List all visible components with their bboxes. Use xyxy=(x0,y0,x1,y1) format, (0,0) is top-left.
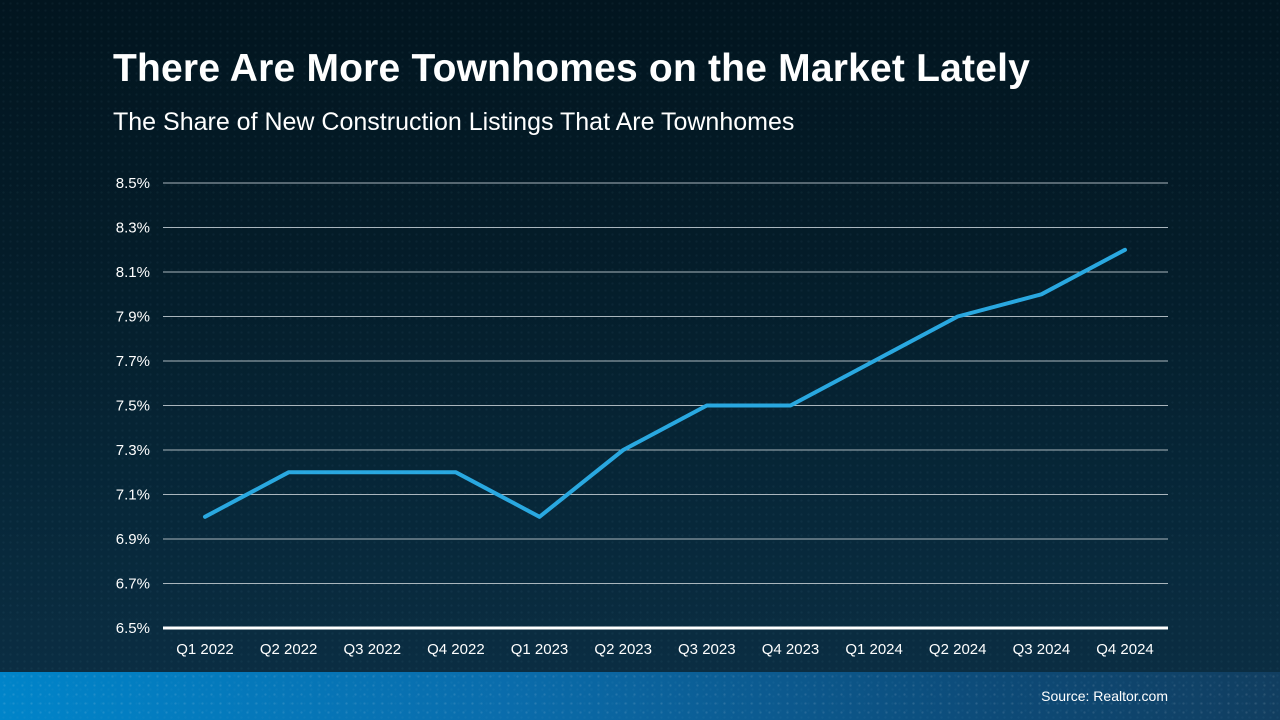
x-axis-tick-label: Q3 2023 xyxy=(678,641,736,658)
x-axis-tick-label: Q3 2022 xyxy=(344,641,402,658)
y-axis-tick-label: 7.7% xyxy=(116,353,150,370)
x-axis-tick-label: Q2 2022 xyxy=(260,641,318,658)
y-axis-tick-label: 7.3% xyxy=(116,442,150,459)
x-axis-tick-label: Q2 2024 xyxy=(929,641,987,658)
chart-title: There Are More Townhomes on the Market L… xyxy=(113,47,1031,90)
x-axis-tick-label: Q1 2024 xyxy=(845,641,903,658)
source-attribution: Source: Realtor.com xyxy=(1041,688,1168,704)
x-axis-tick-label: Q4 2022 xyxy=(427,641,485,658)
x-axis-tick-label: Q1 2023 xyxy=(511,641,569,658)
footer-band: Source: Realtor.com xyxy=(0,672,1280,720)
y-axis-tick-label: 8.3% xyxy=(116,220,150,237)
chart-subtitle: The Share of New Construction Listings T… xyxy=(113,108,795,136)
y-axis-tick-label: 7.1% xyxy=(116,487,150,504)
x-axis-tick-label: Q4 2024 xyxy=(1096,641,1154,658)
x-axis-tick-label: Q4 2023 xyxy=(762,641,820,658)
y-axis-tick-label: 6.9% xyxy=(116,531,150,548)
x-axis-tick-label: Q1 2022 xyxy=(176,641,234,658)
data-line xyxy=(203,247,1127,519)
y-axis-tick-label: 7.9% xyxy=(116,309,150,326)
y-axis-tick-label: 6.7% xyxy=(116,576,150,593)
y-axis-tick-label: 6.5% xyxy=(116,620,150,637)
x-axis-tick-label: Q3 2024 xyxy=(1013,641,1071,658)
y-axis-tick-label: 8.5% xyxy=(116,175,150,192)
y-axis-tick-label: 7.5% xyxy=(116,398,150,415)
y-axis-tick-label: 8.1% xyxy=(116,264,150,281)
x-axis-tick-label: Q2 2023 xyxy=(594,641,652,658)
